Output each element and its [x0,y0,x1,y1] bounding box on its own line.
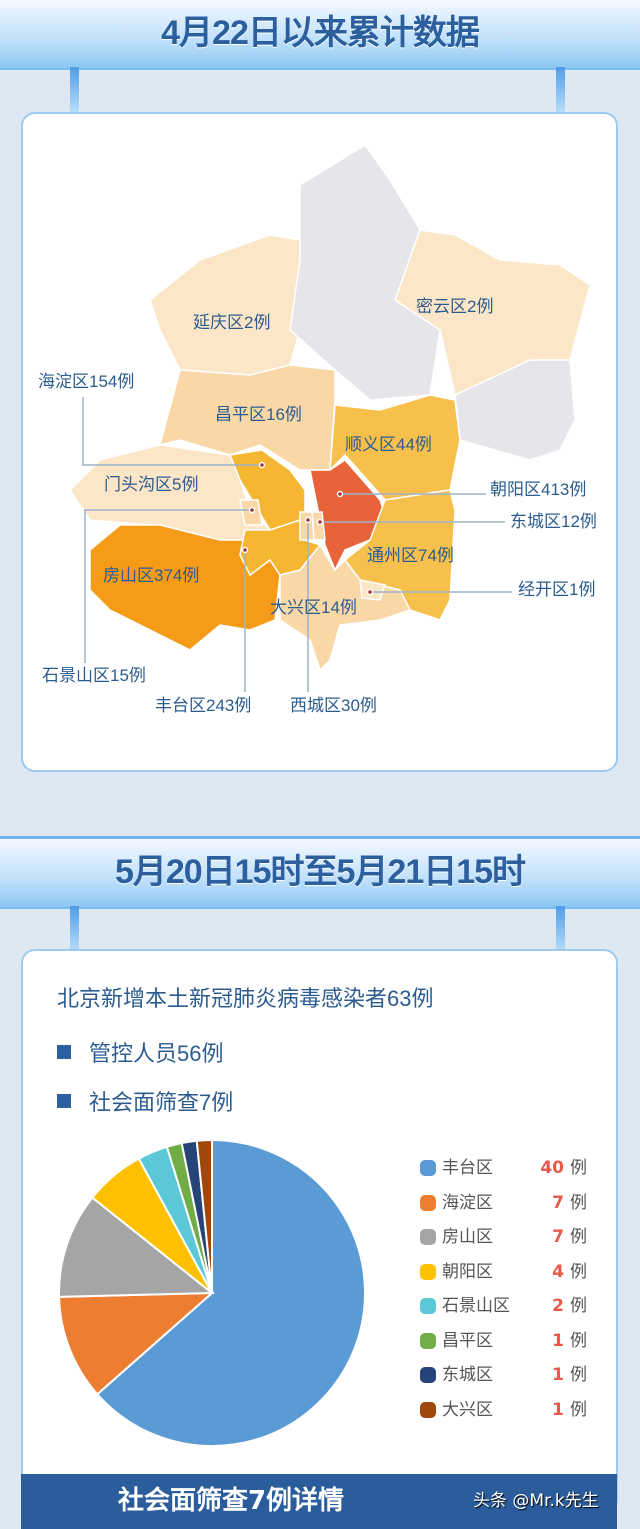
watermark: 头条 @Mr.k先生 [473,1491,599,1511]
district-label: 经开区1例 [518,580,596,599]
legend-item: 丰台区 40 例 [420,1156,610,1180]
pie-slice-海淀区 [58,1291,215,1396]
legend-unit: 例 [570,1192,587,1213]
legend-name: 丰台区 [442,1158,493,1178]
legend-swatch [420,1160,436,1176]
legend-item: 东城区 1 例 [420,1363,610,1387]
legend-swatch [420,1263,436,1280]
district-label: 通州区74例 [367,546,454,565]
banner-post [556,906,565,951]
legend-item: 昌平区 1 例 [420,1329,610,1353]
district-label: 东城区12例 [510,512,597,531]
bullet-square-icon [57,1045,71,1059]
legend-value: 1 [552,1330,564,1351]
legend-swatch [420,1194,436,1211]
leader-line [82,397,262,466]
legend-unit: 例 [570,1330,587,1351]
district-marker-dot [366,588,374,596]
section1-title: 4月22日以来累计数据 [161,14,480,52]
legend-value: 1 [552,1399,564,1420]
legend-value: 7 [552,1192,564,1213]
footer-title: 社会面筛查7例详情 [117,1486,345,1516]
section2-banner: 5月20日15时至5月21日15时 [0,836,640,909]
legend-swatch [420,1298,436,1314]
beijing-map [69,143,591,692]
legend-item: 房山区 7 例 [420,1225,610,1249]
legend-name: 房山区 [442,1227,493,1247]
bullet-square-icon [57,1094,71,1108]
legend-item: 海淀区 7 例 [420,1191,610,1215]
legend-value: 4 [552,1261,564,1282]
legend-name: 朝阳区 [442,1261,493,1282]
legend-value: 7 [552,1227,564,1247]
legend-unit: 例 [570,1158,587,1178]
district-房山区 [89,524,281,651]
district-label: 西城区30例 [290,696,377,715]
district-label: 海淀区154例 [38,372,135,391]
district-怀柔区 [289,143,441,401]
bullet-screening: 社会面筛查7例 [57,1090,233,1116]
bullet-controlled: 管控人员56例 [57,1041,223,1067]
banner-post [70,906,79,951]
legend-item: 石景山区 2 例 [420,1294,610,1318]
bullet-text: 管控人员56例 [89,1041,224,1066]
legend-swatch [420,1367,436,1383]
legend-swatch [420,1401,436,1418]
legend-name: 石景山区 [442,1296,510,1316]
legend-unit: 例 [570,1261,587,1282]
district-label: 石景山区15例 [42,666,146,685]
district-label: 延庆区2例 [193,313,271,332]
district-延庆区 [149,234,301,376]
district-label: 房山区374例 [103,566,200,585]
legend-unit: 例 [570,1399,587,1420]
legend-swatch [420,1332,436,1349]
section2-title: 5月20日15时至5月21日15时 [114,853,526,891]
pie-slice-房山区 [58,1196,215,1298]
legend-item: 朝阳区 4 例 [420,1260,610,1284]
headline: 北京新增本土新冠肺炎病毒感染者63例 [57,986,434,1011]
district-label: 昌平区16例 [215,405,302,424]
footer-bar: 社会面筛查7例详情 头条 @Mr.k先生 [21,1474,617,1529]
legend-name: 东城区 [442,1365,493,1385]
banner-post [556,67,565,112]
legend-name: 昌平区 [442,1330,493,1351]
legend-item: 大兴区 1 例 [420,1398,610,1422]
district-大兴区 [279,543,412,672]
pie-slice-大兴区 [195,1138,213,1294]
district-marker-dot [336,490,344,498]
district-marker-dot [258,461,266,469]
district-label: 密云区2例 [416,297,494,316]
district-label: 顺义区44例 [345,435,432,454]
district-marker-dot [316,518,324,526]
banner-post [70,67,79,112]
legend-value: 40 [540,1158,564,1178]
district-label: 大兴区14例 [270,598,357,617]
district-label: 门头沟区5例 [104,475,199,494]
legend-unit: 例 [570,1365,587,1385]
legend-unit: 例 [570,1296,587,1316]
legend-swatch [420,1229,436,1245]
legend-name: 海淀区 [442,1192,493,1213]
district-顺义区 [329,394,461,501]
district-marker-dot [248,506,256,514]
district-label: 丰台区243例 [155,696,252,715]
legend-unit: 例 [570,1227,587,1247]
section1-banner: 4月22日以来累计数据 [0,0,640,70]
legend-value: 2 [552,1296,564,1316]
pie-slice-丰台区 [95,1138,366,1447]
district-marker-dot [304,516,312,524]
legend-value: 1 [552,1365,564,1385]
leader-line [84,509,252,663]
district-marker-dot [241,546,249,554]
bullet-text: 社会面筛查7例 [89,1090,234,1115]
legend-name: 大兴区 [442,1399,493,1420]
district-label: 朝阳区413例 [490,480,587,499]
